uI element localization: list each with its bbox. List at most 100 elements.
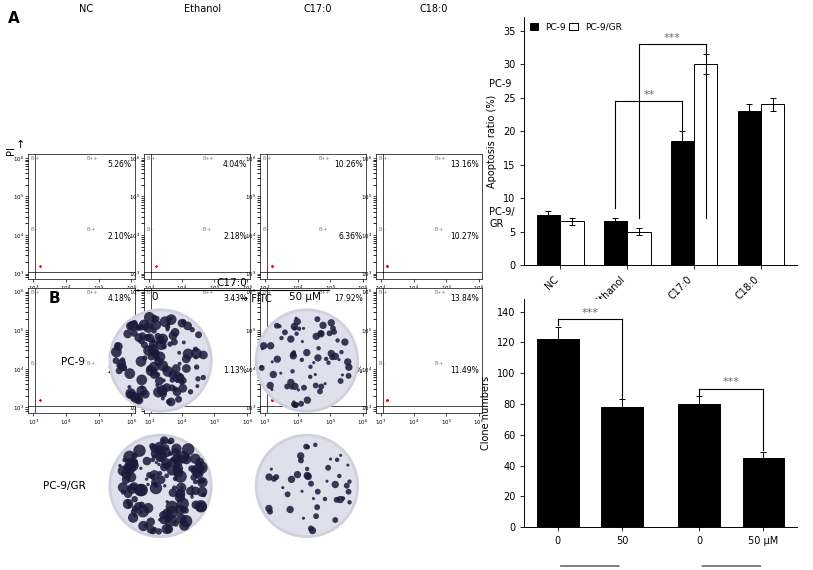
Point: [375, 410, 388, 420]
Point: [27, 410, 40, 420]
Point: [375, 276, 388, 286]
Point: [27, 410, 40, 420]
Point: [375, 276, 388, 286]
Point: [143, 276, 156, 286]
Point: [265, 261, 278, 270]
Point: [375, 276, 388, 286]
Point: [150, 395, 163, 404]
Point: [259, 276, 272, 286]
Point: [185, 490, 198, 499]
Point: [143, 276, 156, 286]
Point: [143, 276, 156, 286]
Point: [381, 288, 394, 298]
Point: [381, 261, 394, 270]
Point: [33, 261, 46, 270]
Point: [27, 410, 40, 420]
Point: [143, 410, 156, 420]
Point: [265, 422, 278, 431]
Point: [143, 410, 156, 420]
Point: [259, 410, 272, 420]
Point: [259, 276, 272, 286]
Point: [259, 276, 272, 286]
Point: [153, 442, 166, 451]
Point: [27, 276, 40, 286]
Point: [138, 340, 151, 349]
Point: [381, 422, 394, 431]
Point: [27, 410, 40, 420]
Point: [174, 490, 187, 499]
Point: [27, 410, 40, 420]
Point: [287, 397, 300, 406]
Point: [27, 276, 40, 286]
Point: [259, 410, 272, 420]
Point: [150, 422, 163, 431]
Point: [259, 410, 272, 420]
Point: [27, 410, 40, 420]
Point: [265, 395, 278, 404]
Point: [375, 410, 388, 420]
Point: [143, 410, 156, 420]
Point: [259, 276, 272, 286]
Point: [143, 410, 156, 420]
Point: [375, 276, 388, 286]
Point: [381, 422, 394, 431]
Point: [259, 410, 272, 420]
Point: [375, 410, 388, 420]
Point: [27, 410, 40, 420]
Point: [143, 276, 156, 286]
Point: [259, 276, 272, 286]
Point: [375, 276, 388, 286]
Point: [143, 276, 156, 286]
Point: [259, 410, 272, 420]
Point: [375, 410, 388, 420]
Point: [143, 276, 156, 286]
Point: [143, 276, 156, 286]
Point: [27, 276, 40, 286]
Point: [381, 261, 394, 270]
Text: 0: 0: [151, 292, 158, 303]
Point: [259, 276, 272, 286]
Point: [259, 276, 272, 286]
Point: [259, 410, 272, 420]
Point: [265, 395, 278, 404]
Point: [27, 410, 40, 420]
Point: [259, 410, 272, 420]
Point: [27, 276, 40, 286]
Point: [143, 276, 156, 286]
Point: [375, 276, 388, 286]
Point: [259, 410, 272, 420]
Point: [259, 410, 272, 420]
Point: [27, 410, 40, 420]
Point: [143, 410, 156, 420]
Point: [27, 410, 40, 420]
Point: [381, 288, 394, 298]
Point: [259, 276, 272, 286]
Point: [27, 410, 40, 420]
Point: [27, 410, 40, 420]
Point: [27, 276, 40, 286]
Point: [143, 276, 156, 286]
Point: [305, 479, 318, 488]
Point: [143, 410, 156, 420]
Point: [289, 324, 302, 333]
Point: [375, 410, 388, 420]
Point: [143, 276, 156, 286]
Point: [27, 410, 40, 420]
Point: [27, 410, 40, 420]
Point: [27, 410, 40, 420]
Point: [259, 410, 272, 420]
Point: [27, 410, 40, 420]
Point: [302, 472, 315, 481]
Point: [143, 410, 156, 420]
Point: [259, 410, 272, 420]
Point: [143, 276, 156, 286]
Point: [143, 410, 156, 420]
Point: [381, 422, 394, 431]
Point: [381, 288, 394, 298]
Text: B-+: B-+: [434, 361, 444, 365]
Text: 11.71%: 11.71%: [334, 365, 363, 374]
Point: [27, 410, 40, 420]
Point: [27, 276, 40, 286]
Point: [143, 276, 156, 286]
Point: [27, 410, 40, 420]
